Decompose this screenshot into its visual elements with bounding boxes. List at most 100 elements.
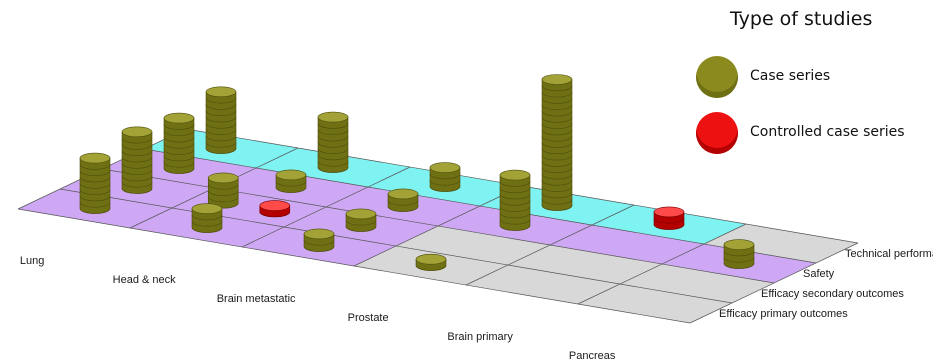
stack-lung-efficacy-primary-outcomes-case-series <box>79 152 111 214</box>
disc <box>541 192 573 199</box>
legend-title: Type of studies <box>730 8 873 30</box>
disc <box>317 167 349 173</box>
disc <box>429 173 461 180</box>
disc-top <box>79 152 111 164</box>
disc <box>121 144 153 150</box>
grid-line-outcome <box>59 188 733 304</box>
disc <box>541 180 573 186</box>
disc <box>163 155 195 162</box>
disc <box>387 200 419 206</box>
disc <box>541 148 573 155</box>
disc <box>259 211 291 218</box>
legend-swatch-controlled-case-series <box>696 112 738 154</box>
disc <box>499 212 531 219</box>
stack-prostate-technical-performace-case-series <box>541 74 573 211</box>
disc <box>121 182 153 188</box>
grid-line-outcome <box>17 208 691 324</box>
stack-head-and-neck-efficacy-secondary-outcomes-controlled-case-series <box>259 200 291 218</box>
stack-brain-metastatic-efficacy-primary-outcomes-case-series <box>303 228 335 252</box>
stack-prostate-efficacy-primary-outcomes-case-series <box>415 253 447 271</box>
disc <box>205 123 237 129</box>
disc <box>191 227 223 233</box>
stack-body <box>317 116 349 173</box>
disc <box>207 196 239 203</box>
disc-top <box>303 228 335 240</box>
disc <box>121 138 153 144</box>
disc <box>499 193 531 200</box>
disc-top <box>163 112 195 124</box>
disc <box>541 92 573 98</box>
disc <box>207 184 239 190</box>
disc <box>499 225 531 231</box>
disc <box>191 221 223 227</box>
disc <box>541 123 573 129</box>
legend-item-controlled-case-series: Controlled case series <box>696 112 926 156</box>
disc <box>317 129 349 135</box>
disc <box>541 186 573 192</box>
disc <box>79 202 111 208</box>
disc <box>541 173 573 180</box>
legend-item-case-series: Case series <box>696 56 926 100</box>
disc <box>121 156 153 163</box>
disc <box>541 155 573 161</box>
disc-top <box>429 162 461 173</box>
floor-cell-brain-primary-safety <box>550 225 704 264</box>
disc <box>541 161 573 167</box>
floor-cell-pancreas-efficacy-primary-outcomes <box>578 284 732 323</box>
outcome-axis: Technical performace Safety Efficacy secon… <box>719 248 933 320</box>
outcome-label-safety: Safety <box>803 268 835 280</box>
stack-head-and-neck-efficacy-primary-outcomes-case-series <box>191 203 223 233</box>
disc <box>499 206 531 212</box>
stack-body <box>79 157 111 214</box>
legend-label-case-series: Case series <box>750 68 831 84</box>
disc <box>205 98 237 104</box>
disc <box>163 149 195 155</box>
floor-cell-brain-primary-efficacy-primary-outcomes <box>466 265 620 304</box>
stack-head-and-neck-technical-performace-case-series <box>317 111 349 173</box>
disc <box>121 163 153 169</box>
stack-lung-safety-case-series <box>163 112 195 174</box>
disc-top <box>205 86 237 98</box>
legend-label-controlled-case-series: Controlled case series <box>750 124 905 140</box>
grid-line-outcome <box>143 148 817 264</box>
disc <box>387 206 419 212</box>
disc <box>205 104 237 110</box>
disc <box>317 123 349 129</box>
disc <box>541 136 573 142</box>
disc <box>121 188 153 194</box>
disc-top <box>653 206 685 218</box>
floor-cell-pancreas-technical-performace <box>704 224 858 263</box>
disc <box>275 181 307 187</box>
floor-cell-brain-primary-efficacy-secondary-outcomes <box>508 245 662 284</box>
disc <box>163 162 195 168</box>
disc <box>345 226 377 232</box>
disc-top <box>191 203 223 214</box>
disc <box>191 214 223 221</box>
disc <box>499 187 531 193</box>
outcome-label-efficacy-secondary-outcomes: Efficacy secondary outcomes <box>761 288 904 300</box>
disc <box>723 250 755 257</box>
disc <box>303 246 335 252</box>
stack-body <box>499 174 531 231</box>
disc <box>303 240 335 246</box>
stack-brain-primary-technical-performace-controlled-case-series <box>653 206 685 230</box>
stack-lung-efficacy-secondary-outcomes-case-series <box>121 126 153 194</box>
disc <box>499 200 531 206</box>
stack-brain-metastatic-safety-case-series <box>387 188 419 212</box>
disc-top <box>541 74 573 85</box>
stack-head-and-neck-safety-case-series <box>275 169 307 193</box>
disc <box>317 154 349 161</box>
stack-head-and-neck-efficacy-secondary-outcomes-case-series <box>207 172 239 209</box>
legend: Type of studies Case series Controlled c… <box>690 6 930 176</box>
disc <box>541 117 573 123</box>
disc-stacks <box>79 74 755 271</box>
disc <box>205 116 237 123</box>
stack-body <box>541 79 573 211</box>
stack-lung-technical-performace-case-series <box>205 86 237 154</box>
disc <box>541 104 573 110</box>
disc <box>79 208 111 214</box>
disc <box>163 136 195 143</box>
disc <box>499 181 531 187</box>
disc <box>541 98 573 104</box>
